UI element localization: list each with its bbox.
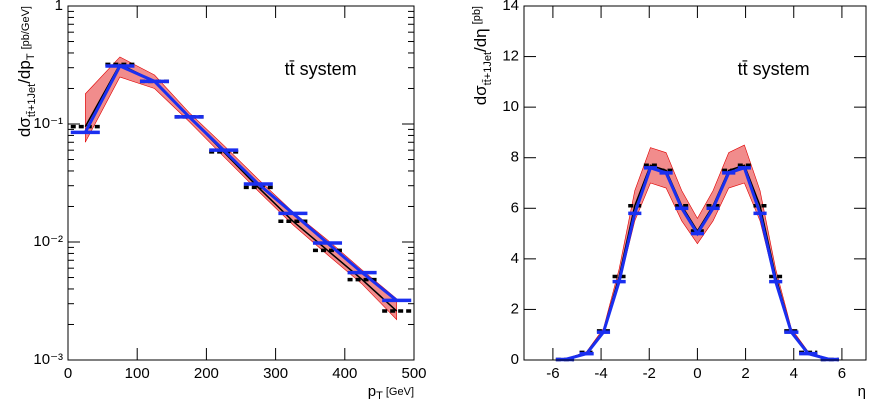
- x-label-main: p: [368, 383, 376, 400]
- uncertainty-band: [85, 56, 398, 321]
- x-label-unit: [GeV]: [386, 386, 414, 398]
- x-tick-label: -6: [546, 365, 559, 382]
- y-tick-label: 6: [511, 199, 519, 216]
- x-tick-label: 2: [741, 365, 749, 382]
- y-tick-label: 10⁻³: [33, 351, 63, 368]
- y-label-rest: /dp: [15, 60, 34, 84]
- x-label-sub: T: [376, 390, 383, 402]
- y-tick-label: 0: [511, 351, 519, 368]
- y-tick-label: 10⁻²: [33, 233, 63, 250]
- x-axis-label: η: [858, 383, 866, 400]
- y-tick-label: 12: [502, 48, 519, 65]
- series-line: [83, 64, 398, 302]
- x-tick-label: 6: [838, 365, 846, 382]
- x-tick-label: -4: [594, 365, 607, 382]
- x-tick-label: 500: [401, 365, 426, 382]
- x-label-main: η: [858, 383, 866, 400]
- y-tick-label: 10: [502, 98, 519, 115]
- y-label-sub: tt̄+1Jet: [26, 84, 38, 117]
- x-tick-label: 100: [125, 365, 150, 382]
- x-axis-label: pT [GeV]: [368, 383, 414, 402]
- x-tick-label: 0: [64, 365, 72, 382]
- y-tick-label: 1: [55, 0, 63, 14]
- y-label-rest: /dη: [471, 28, 490, 52]
- y-tick-label: 8: [511, 149, 519, 166]
- y-tick-label: 2: [511, 300, 519, 317]
- x-tick-label: -2: [643, 365, 656, 382]
- y-tick-label: 10⁻¹: [33, 115, 63, 132]
- panel: 10⁻³ 10⁻² 10⁻¹ 1 0 100 200 300 400 500 tt̄ system d…: [15, 0, 426, 402]
- y-label-sub: T: [25, 53, 37, 60]
- annotation: tt̄ system: [738, 59, 810, 79]
- x-tick-label: 400: [332, 365, 357, 382]
- x-tick-label: 200: [194, 365, 219, 382]
- plot-frame: [523, 5, 867, 361]
- y-axis-label: dσtt̄+1Jet/dpT [pb/GeV]: [15, 6, 37, 137]
- annotation: tt̄ system: [285, 59, 357, 79]
- y-tick-label: 14: [502, 0, 519, 14]
- panel: 0 2 4 6 8 10 12 14 -6 -4 -2 0 2 4 6 tt̄ system dσtt̄+1Je…: [471, 0, 867, 400]
- y-axis-label: dσtt̄+1Jet/dη [pb]: [471, 6, 494, 105]
- y-tick-label: 4: [511, 250, 519, 267]
- plot-frame: [67, 5, 415, 361]
- x-tick-label: 4: [790, 365, 798, 382]
- y-label-unit: [pb]: [471, 6, 483, 24]
- y-label-main: dσ: [15, 117, 34, 137]
- y-label-unit: [pb/GeV]: [20, 6, 32, 49]
- y-label-main: dσ: [471, 85, 490, 105]
- y-label-sub: tt̄+1Jet: [482, 52, 494, 85]
- x-tick-label: 300: [263, 365, 288, 382]
- x-tick-label: 0: [693, 365, 701, 382]
